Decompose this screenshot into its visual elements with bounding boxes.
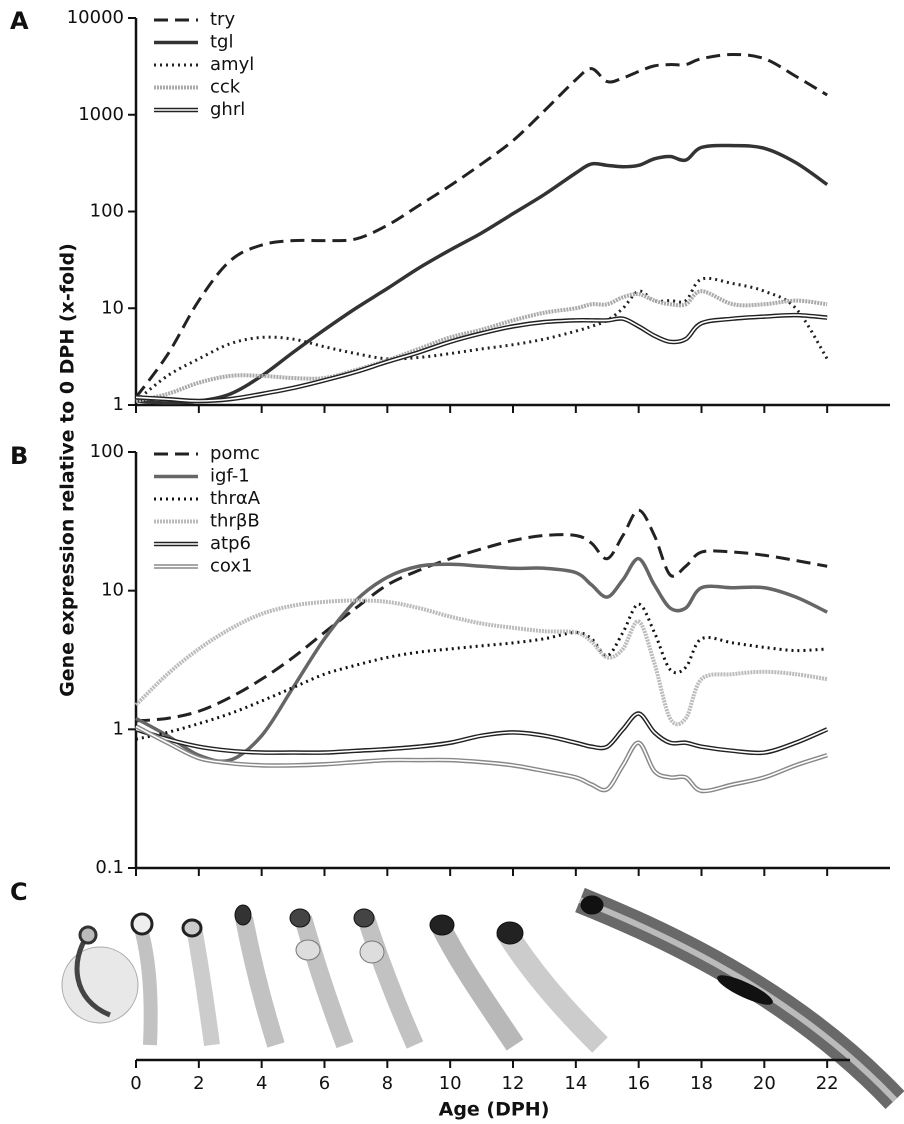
larva: [495, 921, 608, 1053]
y-axis-title: Gene expression relative to 0 DPH (x-fol…: [57, 243, 79, 697]
panel-label: C: [10, 878, 28, 906]
series-line: [134, 598, 828, 727]
larva: [575, 887, 904, 1109]
x-tick-label: 2: [193, 1073, 204, 1094]
series-line: [135, 143, 829, 405]
y-tick-label: 0.1: [95, 857, 124, 878]
x-axis-title: Age (DPH): [439, 1099, 550, 1121]
y-tick-label: 10000: [67, 7, 124, 28]
series-line: [135, 602, 828, 741]
larva: [429, 914, 524, 1051]
x-tick-label: 8: [382, 1073, 393, 1094]
legend-label: thrβB: [210, 511, 260, 532]
series-line-core: [135, 314, 828, 402]
larva-images: [61, 887, 904, 1109]
legend-label: cox1: [210, 556, 252, 577]
x-tick-label: 14: [564, 1073, 587, 1094]
y-tick-label: 100: [90, 441, 124, 462]
larva: [353, 908, 424, 1049]
y-tick-label: 10: [101, 580, 124, 601]
y-tick-label: 10: [101, 297, 124, 318]
larva: [181, 918, 220, 1047]
legend-label: thrαA: [210, 488, 261, 509]
x-tick-label: 20: [753, 1073, 776, 1094]
larva: [61, 925, 139, 1024]
y-tick-label: 1: [113, 718, 124, 739]
legend-label: amyl: [210, 54, 254, 75]
larva: [130, 912, 158, 1046]
legend-label: try: [210, 9, 235, 30]
x-tick-label: 10: [439, 1073, 462, 1094]
series-line: [135, 556, 828, 764]
series-line: [135, 508, 828, 723]
series-line: [135, 289, 828, 403]
y-tick-label: 1000: [78, 104, 124, 125]
panel-label: B: [10, 442, 28, 470]
legend-label: cck: [210, 77, 241, 98]
panel-label: A: [10, 7, 29, 35]
legend-label: ghrl: [210, 99, 245, 120]
x-tick-label: 6: [319, 1073, 330, 1094]
legend-label: tgl: [210, 32, 233, 53]
series-line: [135, 276, 829, 403]
series-line: [135, 711, 829, 756]
y-tick-label: 100: [90, 201, 124, 222]
x-tick-label: 18: [690, 1073, 713, 1094]
larva: [234, 904, 285, 1048]
series-line-core: [135, 725, 828, 792]
legend-label: atp6: [210, 533, 251, 554]
series-line-core: [135, 712, 828, 754]
x-tick-label: 0: [130, 1073, 141, 1094]
larva: [289, 908, 354, 1049]
x-tick-label: 16: [627, 1073, 650, 1094]
x-tick-label: 4: [256, 1073, 267, 1094]
legend-label: pomc: [210, 443, 260, 464]
x-tick-label: 12: [502, 1073, 525, 1094]
series-line: [134, 52, 828, 399]
y-tick-label: 1: [113, 394, 124, 415]
x-tick-label: 22: [816, 1073, 839, 1094]
legend-label: igf-1: [210, 466, 250, 487]
